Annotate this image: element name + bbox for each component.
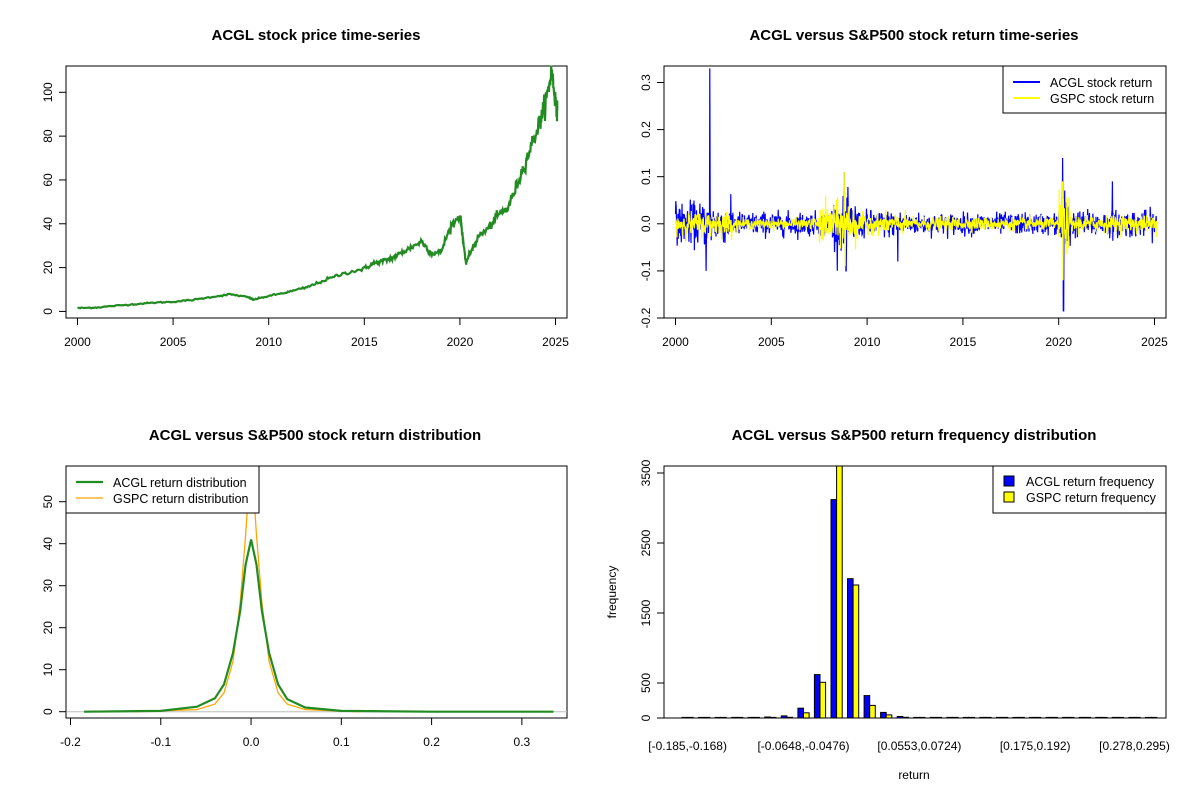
price-title: ACGL stock price time-series [212,27,421,44]
gspc-freq-bar [819,681,827,719]
price-panel: ACGL stock price time-series 0 20 40 60 80 10… [41,27,569,349]
returns-legend: ACGL stock return GSPC stock return [1002,65,1167,114]
density-title: ACGL versus S&P500 stock return distribu… [149,427,481,444]
returns-y-tick-label: 0.1 [639,168,653,185]
returns-x-tick-label: 2020 [1045,335,1072,349]
freq-xlabel: return [898,768,929,782]
returns-legend-box [1002,65,1167,114]
density-x-tick-label: -0.1 [150,735,171,749]
returns-x-tick-label: 2025 [1141,335,1168,349]
gspc-freq-bar [852,584,860,719]
density-y-tick-label: 0 [41,708,55,715]
density-x-axis: -0.2 -0.1 0.0 0.1 0.2 0.3 [60,717,531,749]
returns-x-tick-label: 2010 [854,335,881,349]
returns-title: ACGL versus S&P500 stock return time-ser… [749,27,1078,44]
density-legend-box [65,465,260,514]
acgl-freq-bar [813,674,821,719]
returns-panel: ACGL versus S&P500 stock return time-ser… [639,27,1168,349]
price-y-tick-label: 20 [41,261,55,275]
freq-x-axis: [-0.185,-0.168) [-0.0648,-0.0476) [0.0553,… [648,739,1170,753]
acgl-freq-bar [880,711,887,719]
price-x-tick-label: 2020 [447,335,474,349]
acgl-density-line [84,539,554,713]
returns-x-tick-label: 2000 [662,335,689,349]
freq-legend-acgl-swatch [1003,475,1015,487]
density-x-tick-label: 0.0 [243,735,260,749]
gspc-freq-bar [836,465,843,719]
price-y-tick-label: 80 [41,129,55,143]
price-y-tick-label: 40 [41,217,55,231]
density-panel: ACGL versus S&P500 stock return distribu… [41,427,568,749]
price-y-tick-label: 60 [41,173,55,187]
freq-x-tick-label: [-0.0648,-0.0476) [757,739,849,753]
price-y-axis: 0 20 40 60 80 100 [41,82,67,315]
freq-y-tick-label: 0 [639,714,653,721]
freq-legend: ACGL return frequency GSPC return freque… [992,465,1167,514]
price-y-tick-label: 100 [41,82,55,102]
acgl-freq-bar [863,695,871,719]
price-x-tick-label: 2015 [351,335,378,349]
freq-x-tick-label: [0.278,0.295) [1099,739,1170,753]
density-y-axis: 0 10 20 30 40 50 [41,495,67,715]
acgl-freq-bar [830,499,838,719]
freq-x-tick-label: [0.175,0.192) [1000,739,1071,753]
returns-x-tick-label: 2015 [950,335,977,349]
returns-x-tick-label: 2005 [758,335,785,349]
acgl-freq-bar [847,578,854,719]
freq-y-tick-label: 1500 [639,599,653,626]
density-legend: ACGL return distribution GSPC return dis… [65,465,260,514]
acgl-freq-bar [797,707,805,719]
freq-legend-acgl-label: ACGL return frequency [1026,475,1155,489]
freq-panel: ACGL versus S&P500 return frequency dist… [605,427,1170,782]
freq-y-tick-label: 2500 [639,529,653,556]
returns-y-axis: -0.2 -0.1 0.0 0.1 0.2 0.3 [639,74,665,328]
gspc-return-line [674,171,1157,281]
density-y-tick-label: 10 [41,663,55,677]
freq-x-tick-label: [-0.185,-0.168) [648,739,727,753]
freq-legend-gspc-swatch [1003,491,1015,503]
density-x-tick-label: 0.3 [514,735,531,749]
returns-legend-acgl-label: ACGL stock return [1050,76,1152,90]
price-y-tick-label: 0 [41,308,55,315]
price-x-tick-label: 2000 [64,335,91,349]
density-x-tick-label: 0.2 [423,735,440,749]
density-x-tick-label: 0.1 [333,735,350,749]
price-plot-box [65,65,568,319]
freq-y-tick-label: 500 [639,673,653,693]
price-series-line [77,65,559,310]
density-y-tick-label: 20 [41,621,55,635]
returns-x-axis: 2000 2005 2010 2015 2020 2025 [662,317,1168,349]
returns-y-tick-label: -0.1 [639,260,653,281]
density-y-tick-label: 50 [41,495,55,509]
freq-title: ACGL versus S&P500 return frequency dist… [732,427,1097,444]
gspc-freq-bar [803,712,810,719]
freq-ylabel: frequency [605,566,619,619]
price-x-tick-label: 2005 [160,335,187,349]
freq-y-tick-label: 3500 [639,459,653,486]
price-x-tick-label: 2010 [255,335,282,349]
density-legend-acgl-label: ACGL return distribution [113,476,247,490]
density-y-tick-label: 30 [41,579,55,593]
returns-y-tick-label: 0.2 [639,121,653,138]
density-x-tick-label: -0.2 [60,735,81,749]
price-x-axis: 2000 2005 2010 2015 2020 2025 [64,317,569,349]
returns-y-tick-label: -0.2 [639,307,653,328]
returns-legend-gspc-label: GSPC stock return [1050,92,1154,106]
freq-y-axis: 0 500 1500 2500 3500 [639,459,665,721]
returns-y-tick-label: 0.0 [639,215,653,232]
freq-legend-gspc-label: GSPC return frequency [1026,491,1157,505]
returns-y-tick-label: 0.3 [639,74,653,91]
price-x-tick-label: 2025 [542,335,569,349]
density-y-tick-label: 40 [41,537,55,551]
freq-x-tick-label: [0.0553,0.0724) [877,739,961,753]
gspc-freq-bar [869,704,876,719]
freq-legend-box [992,465,1167,514]
density-legend-gspc-label: GSPC return distribution [113,492,249,506]
